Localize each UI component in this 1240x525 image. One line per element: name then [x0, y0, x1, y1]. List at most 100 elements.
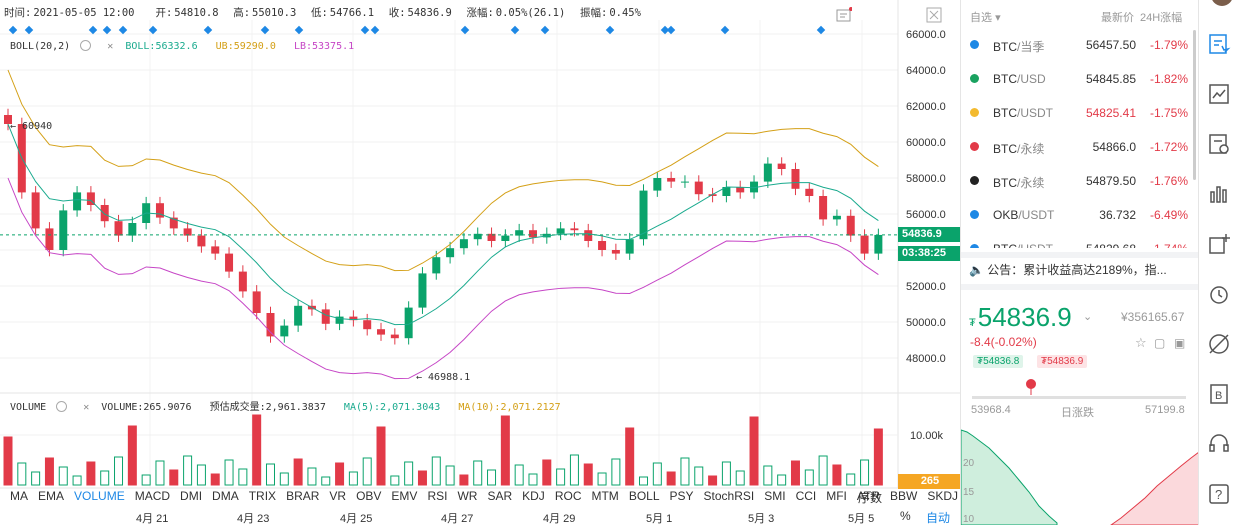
alarm-icon[interactable] [1207, 282, 1231, 306]
settings-icon[interactable] [56, 401, 68, 412]
indicator-tab-brar[interactable]: BRAR [286, 489, 320, 503]
kline-chart[interactable]: 66000.0 64000.0 62000.0 60000.0 58000.0 56000… [0, 0, 960, 525]
chart-panel-icon[interactable] [1207, 82, 1231, 106]
volume-name: VOLUME [10, 402, 47, 413]
close-icon[interactable]: ✕ [107, 41, 114, 52]
percent-toggle[interactable]: % [900, 509, 911, 523]
bar-chart-icon[interactable] [1207, 182, 1231, 206]
watchlist-row[interactable]: BTC/USD 54845.85 -1.82% [961, 62, 1193, 96]
event-marker [605, 25, 615, 35]
volume-bar [279, 472, 289, 486]
pair-suffix: /永续 [1017, 142, 1045, 156]
indicator-tab-ma[interactable]: MA [10, 489, 28, 503]
indicator-tab-mtm[interactable]: MTM [591, 489, 619, 503]
change-value: 0.05%(26.1) [495, 7, 566, 19]
indicator-tab-dmi[interactable]: DMI [180, 489, 203, 503]
candle-body [45, 228, 54, 250]
watchlist-icon[interactable] [1207, 32, 1231, 56]
help-icon[interactable]: ? [1207, 482, 1231, 506]
volume-bar [694, 466, 704, 486]
candle-body [791, 169, 800, 189]
volume-bar [487, 469, 497, 486]
volume-bar [832, 464, 842, 486]
watchlist-select[interactable]: 自选 ▾ [970, 12, 1001, 24]
watchlist-row[interactable]: BTC/当季 56457.50 -1.79% [961, 28, 1193, 62]
volume-bar [431, 456, 441, 486]
orders-icon[interactable] [1207, 132, 1231, 156]
price-tick: 48000.0 [906, 353, 946, 365]
candle-body [335, 316, 344, 324]
pair-name: BTC/USD [993, 72, 1046, 86]
watchlist-row[interactable]: BTC/USDT 54829.68 -1.74% [961, 232, 1193, 248]
price-change: -8.4(-0.02%) [970, 335, 1037, 349]
boll-mid-value: BOLL:56332.6 [125, 41, 198, 52]
auto-scale-toggle[interactable]: 自动 [926, 511, 951, 525]
volume-bar [252, 414, 262, 486]
chevron-down-icon[interactable]: ⌄ [1083, 311, 1093, 323]
indicator-tab-mfi[interactable]: MFI [826, 489, 847, 503]
indicator-tab-obv[interactable]: OBV [356, 489, 382, 503]
watchlist-scrollbar[interactable] [1193, 30, 1196, 180]
indicator-tab-atr[interactable]: ATR [856, 489, 881, 503]
settings-icon[interactable] [80, 40, 92, 51]
col-change-header[interactable]: 24H涨幅 [1140, 12, 1183, 24]
price-tick: 56000.0 [906, 209, 946, 221]
indicator-tab-skdj[interactable]: SKDJ [927, 489, 959, 503]
volume-bar [17, 462, 27, 486]
indicator-tab-wr[interactable]: WR [457, 489, 478, 503]
date-tick: 4月 29 [543, 513, 576, 525]
fullscreen-icon[interactable] [926, 7, 942, 26]
indicator-tab-dma[interactable]: DMA [212, 489, 239, 503]
market-side-panel: 自选 ▾ 最新价 24H涨幅 BTC/当季 56457.50 -1.79% BTC/U… [960, 0, 1199, 525]
note-icon[interactable] [836, 7, 853, 26]
kline-chart-area[interactable]: 66000.0 64000.0 62000.0 60000.0 58000.0 56000… [0, 0, 960, 525]
indicator-tab-kdj[interactable]: KDJ [522, 489, 545, 503]
drawing-tool-icon[interactable] [1207, 332, 1231, 356]
indicator-tab-rsi[interactable]: RSI [427, 489, 448, 503]
indicator-tab-psy[interactable]: PSY [669, 489, 694, 503]
avatar[interactable] [1211, 0, 1233, 6]
expand-icon[interactable]: ▣ [1174, 336, 1186, 350]
indicator-tab-emv[interactable]: EMV [391, 489, 418, 503]
indicator-tab-序数[interactable]: 序数 [858, 491, 883, 505]
indicator-tab-macd[interactable]: MACD [134, 489, 171, 503]
pair-change: -1.82% [1149, 72, 1188, 86]
date-tick: 5月 1 [646, 513, 673, 525]
volume-bar [514, 464, 524, 486]
candle-body [598, 241, 607, 250]
depth-chart: 20 15 10 [961, 429, 1199, 525]
indicator-tab-volume[interactable]: VOLUME [74, 489, 125, 503]
candle-body [377, 329, 386, 335]
notes-icon[interactable]: B [1207, 382, 1231, 406]
close-icon[interactable]: ✕ [83, 402, 90, 413]
star-icon[interactable]: ☆ [1135, 335, 1147, 350]
indicator-tab-stochrsi[interactable]: StochRSI [703, 489, 755, 503]
indicator-tab-ema[interactable]: EMA [38, 489, 65, 503]
indicator-tab-trix[interactable]: TRIX [248, 489, 277, 503]
announcement[interactable]: 🔈 公告：累计收益高达2189%，指... [969, 261, 1167, 278]
col-price-header[interactable]: 最新价 [1101, 12, 1134, 24]
candle-body [128, 223, 137, 236]
volume-bar [790, 460, 800, 486]
current-price-tag: 54836.9 [898, 227, 960, 242]
indicator-tab-smi[interactable]: SMI [764, 489, 786, 503]
support-icon[interactable] [1207, 432, 1231, 456]
watchlist-row[interactable]: BTC/USDT 54825.41 -1.75% [961, 96, 1193, 130]
coin-icon [970, 108, 979, 117]
pair-suffix: /USDT [1018, 208, 1055, 222]
watchlist-row[interactable]: OKB/USDT 36.732 -6.49% [961, 198, 1193, 232]
chat-icon[interactable]: ▢ [1154, 336, 1166, 350]
indicator-tab-cci[interactable]: CCI [795, 489, 817, 503]
indicator-tab-boll[interactable]: BOLL [628, 489, 660, 503]
indicator-tab-roc[interactable]: ROC [554, 489, 582, 503]
indicator-tab-sar[interactable]: SAR [487, 489, 513, 503]
watchlist-row[interactable]: BTC/永续 54866.0 -1.72% [961, 130, 1193, 164]
divider [961, 252, 1199, 258]
indicator-tab-vr[interactable]: VR [329, 489, 347, 503]
indicator-tab-bbw[interactable]: BBW [890, 489, 918, 503]
pair-suffix: /USD [1017, 72, 1046, 86]
volume-bar [721, 461, 731, 486]
watchlist-row[interactable]: BTC/永续 54879.50 -1.76% [961, 164, 1193, 198]
add-widget-icon[interactable] [1207, 232, 1231, 256]
